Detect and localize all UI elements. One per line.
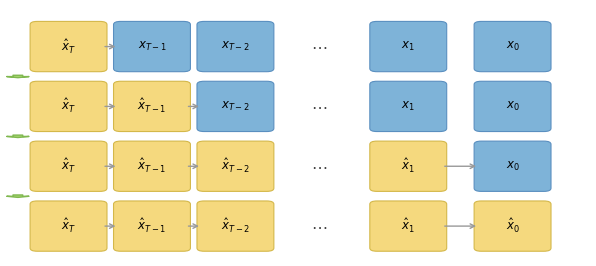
FancyBboxPatch shape xyxy=(30,81,107,132)
Text: $x_0$: $x_0$ xyxy=(505,40,520,53)
Text: $x_0$: $x_0$ xyxy=(505,160,520,173)
FancyBboxPatch shape xyxy=(197,81,274,132)
FancyBboxPatch shape xyxy=(474,141,551,192)
FancyBboxPatch shape xyxy=(370,201,447,251)
Text: $\cdots$: $\cdots$ xyxy=(311,39,327,54)
FancyBboxPatch shape xyxy=(30,141,107,192)
Text: $\hat{x}_0$: $\hat{x}_0$ xyxy=(505,217,520,235)
Text: $x_{T-2}$: $x_{T-2}$ xyxy=(221,40,250,53)
FancyBboxPatch shape xyxy=(197,141,274,192)
FancyBboxPatch shape xyxy=(474,22,551,72)
Text: $x_{T-1}$: $x_{T-1}$ xyxy=(138,40,166,53)
FancyBboxPatch shape xyxy=(30,201,107,251)
FancyBboxPatch shape xyxy=(370,141,447,192)
FancyBboxPatch shape xyxy=(113,141,191,192)
Text: $\hat{x}_T$: $\hat{x}_T$ xyxy=(61,217,76,235)
Text: $\cdots$: $\cdots$ xyxy=(311,99,327,114)
FancyBboxPatch shape xyxy=(197,201,274,251)
Text: $\hat{x}_T$: $\hat{x}_T$ xyxy=(61,38,76,56)
Text: $\hat{x}_{T-1}$: $\hat{x}_{T-1}$ xyxy=(138,157,166,175)
Text: $\hat{x}_{T-1}$: $\hat{x}_{T-1}$ xyxy=(138,217,166,235)
FancyBboxPatch shape xyxy=(113,201,191,251)
Text: $\hat{x}_{T-2}$: $\hat{x}_{T-2}$ xyxy=(221,157,250,175)
FancyBboxPatch shape xyxy=(370,81,447,132)
Text: $\hat{x}_1$: $\hat{x}_1$ xyxy=(401,157,415,175)
Text: $\hat{x}_{T-1}$: $\hat{x}_{T-1}$ xyxy=(138,97,166,115)
Text: $x_{T-2}$: $x_{T-2}$ xyxy=(221,100,250,113)
Text: $\hat{x}_{T-2}$: $\hat{x}_{T-2}$ xyxy=(221,217,250,235)
Text: $\hat{x}_T$: $\hat{x}_T$ xyxy=(61,157,76,175)
FancyBboxPatch shape xyxy=(370,22,447,72)
FancyBboxPatch shape xyxy=(113,81,191,132)
Text: $\hat{x}_T$: $\hat{x}_T$ xyxy=(61,97,76,115)
FancyBboxPatch shape xyxy=(30,22,107,72)
Text: $\cdots$: $\cdots$ xyxy=(311,159,327,174)
Text: $x_1$: $x_1$ xyxy=(401,40,415,53)
Text: $\hat{x}_1$: $\hat{x}_1$ xyxy=(401,217,415,235)
FancyBboxPatch shape xyxy=(113,22,191,72)
Text: $x_1$: $x_1$ xyxy=(401,100,415,113)
FancyBboxPatch shape xyxy=(197,22,274,72)
FancyBboxPatch shape xyxy=(474,201,551,251)
Text: $x_0$: $x_0$ xyxy=(505,100,520,113)
FancyBboxPatch shape xyxy=(474,81,551,132)
Text: $\cdots$: $\cdots$ xyxy=(311,219,327,234)
